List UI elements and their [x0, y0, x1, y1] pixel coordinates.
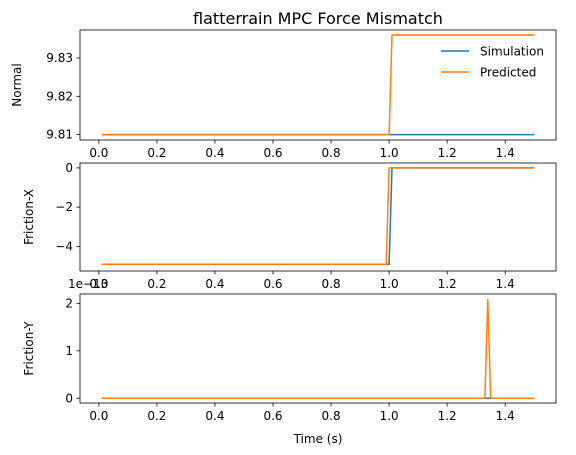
y-tick-label: 9.81 — [46, 128, 73, 142]
x-tick-label: 1.0 — [380, 409, 399, 423]
y-axis-label: Normal — [10, 63, 24, 106]
x-tick-label: 0.8 — [322, 146, 341, 160]
x-tick-label: 1.2 — [438, 277, 457, 291]
x-tick-label: 1.4 — [496, 277, 515, 291]
series-line-predicted — [101, 298, 535, 400]
y-tick-label: 1 — [65, 344, 73, 358]
x-tick-label: 1.0 — [380, 277, 399, 291]
chart-title: flatterrain MPC Force Mismatch — [193, 9, 443, 28]
x-tick-label: 0.4 — [205, 146, 224, 160]
subplot-1: 0.0 0.2 0.4 0.6 0.8 1.0 1.2 1.4 9.81 9.82 9.83 Norm… — [10, 29, 557, 160]
x-tick-label: 0.0 — [89, 146, 108, 160]
axes-frame — [79, 162, 557, 272]
x-axis-label: Time (s) — [293, 432, 343, 446]
subplot-2: 0.0 0.2 0.4 0.6 0.8 1.0 1.2 1.4 −4 −2 0 Friction-X — [22, 161, 557, 291]
x-tick-label: 0.8 — [322, 277, 341, 291]
x-tick-label: 0.0 — [89, 277, 108, 291]
series-line-predicted — [101, 167, 535, 265]
y-tick-label: 0 — [65, 161, 73, 175]
y-tick-label: −4 — [55, 239, 73, 253]
legend-label-predicted: Predicted — [480, 66, 536, 80]
subplot-3: 0.0 0.2 0.4 0.6 0.8 1.0 1.2 1.4 0 1 2 Friction-Y 1e−… — [22, 277, 557, 423]
legend-label-simulation: Simulation — [480, 45, 544, 59]
y-tick-label: 0 — [65, 391, 73, 405]
x-tick-label: 0.6 — [263, 146, 282, 160]
legend: Simulation Predicted — [441, 45, 544, 80]
x-tick-label: 0.8 — [322, 409, 341, 423]
y-axis-label: Friction-X — [22, 189, 36, 245]
x-tick-label: 0.4 — [205, 409, 224, 423]
x-tick-label: 0.4 — [205, 277, 224, 291]
axes-frame — [79, 29, 557, 141]
x-tick-label: 1.4 — [496, 409, 515, 423]
x-tick-label: 1.0 — [380, 146, 399, 160]
x-tick-label: 0.6 — [263, 409, 282, 423]
x-tick-label: 0.2 — [147, 146, 166, 160]
y-tick-label: −2 — [55, 200, 73, 214]
series-line-predicted — [101, 34, 535, 136]
y-tick-label: 9.83 — [46, 51, 73, 65]
x-tick-label: 0.6 — [263, 277, 282, 291]
x-tick-label: 0.0 — [89, 409, 108, 423]
x-tick-label: 0.2 — [147, 409, 166, 423]
y-tick-label: 9.82 — [46, 89, 73, 103]
x-tick-label: 1.2 — [438, 409, 457, 423]
y-axis-label: Friction-Y — [22, 321, 36, 376]
x-tick-label: 0.2 — [147, 277, 166, 291]
y-tick-label: 2 — [65, 296, 73, 310]
offset-text: 1e−13 — [68, 277, 108, 291]
axes-frame — [79, 293, 557, 404]
x-tick-label: 1.2 — [438, 146, 457, 160]
x-tick-label: 1.4 — [496, 146, 515, 160]
subplots: 0.0 0.2 0.4 0.6 0.8 1.0 1.2 1.4 9.81 9.82 9.83 Norm… — [10, 29, 557, 423]
